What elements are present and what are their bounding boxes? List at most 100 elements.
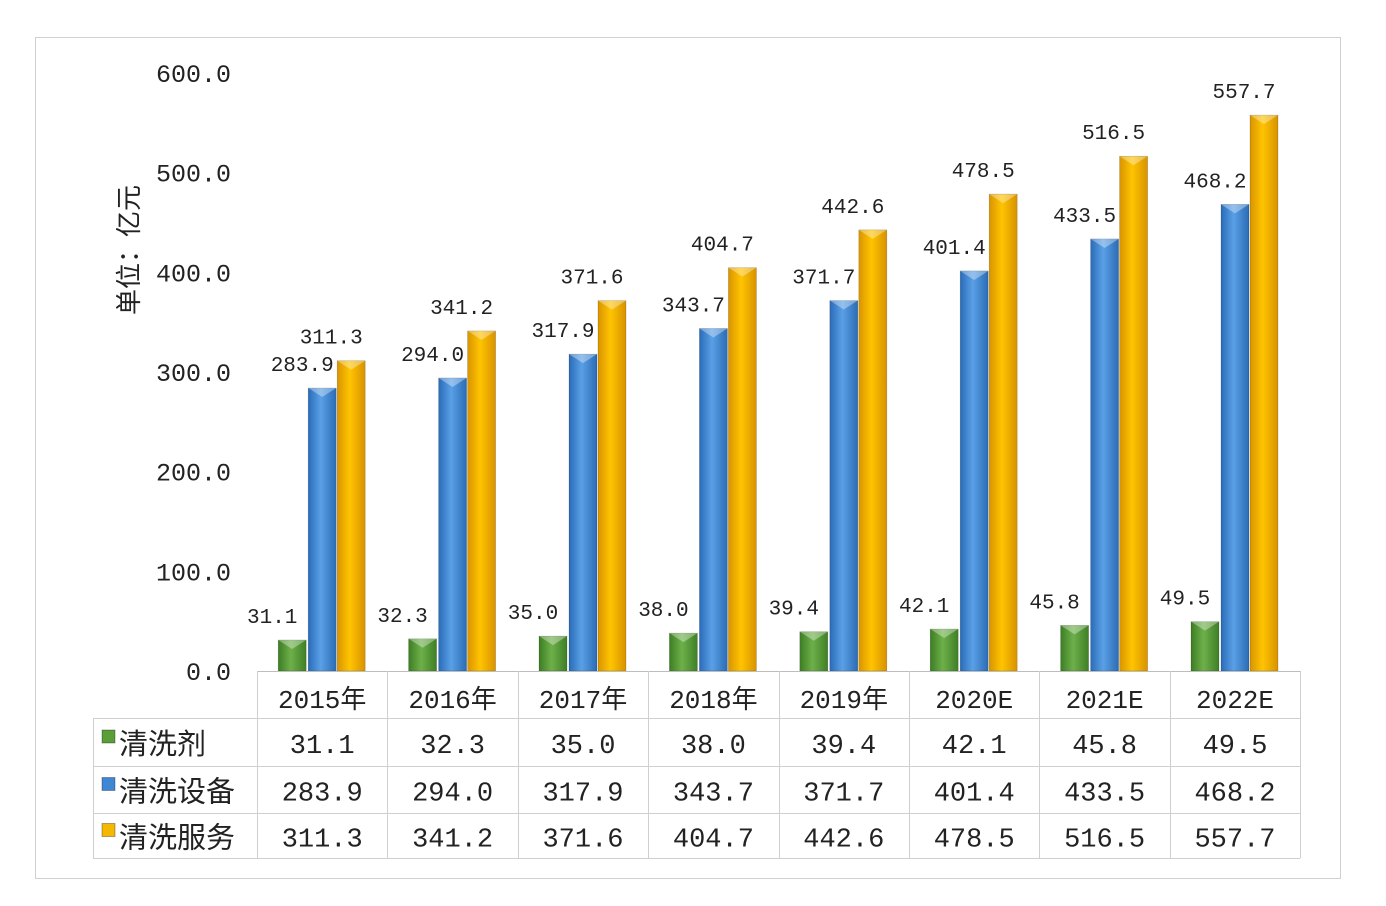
bar (568, 353, 598, 672)
table-cell: 341.2 (412, 826, 493, 856)
bar (1090, 238, 1119, 672)
table-cell: 311.3 (282, 826, 363, 856)
table-cell: 401.4 (934, 780, 1015, 810)
bar (467, 330, 496, 672)
legend-label: 清洗设备 (119, 776, 235, 811)
bar (1060, 625, 1089, 672)
table-cell: 45.8 (1072, 732, 1137, 762)
table-cell: 38.0 (681, 732, 746, 762)
bar-cap (1191, 621, 1219, 631)
bar (277, 639, 307, 672)
x-tick-label: 2020E (935, 686, 1013, 716)
legend-label: 清洗剂 (119, 728, 206, 763)
data-label: 442.6 (821, 197, 884, 220)
data-label: 343.7 (662, 295, 725, 318)
bar-cap (539, 636, 567, 646)
bar-cap (337, 360, 366, 370)
bar-cap (728, 267, 757, 277)
legend-swatch (101, 729, 116, 744)
table-cell: 317.9 (542, 780, 623, 810)
y-tick-label: 100.0 (156, 559, 231, 588)
bar (438, 377, 467, 672)
table-cell: 49.5 (1203, 732, 1268, 762)
bar-cap (1119, 156, 1148, 166)
data-label: 49.5 (1160, 589, 1210, 612)
y-tick-label: 500.0 (156, 161, 231, 190)
data-label: 31.1 (247, 607, 297, 630)
x-tick-label: 2018年 (669, 685, 757, 716)
y-axis-label: 单位：亿元 (115, 185, 145, 315)
bar (988, 193, 1018, 672)
y-tick-label: 0.0 (186, 659, 231, 688)
table-cell: 32.3 (420, 732, 485, 762)
x-tick-label: 2017年 (539, 685, 627, 716)
bar-cap (569, 354, 597, 364)
data-label: 317.9 (531, 321, 594, 344)
y-tick-label: 400.0 (156, 260, 231, 289)
bar-cap (1090, 238, 1119, 248)
bar-cap (829, 300, 858, 310)
bar-cap (308, 388, 337, 398)
bar (1190, 621, 1220, 672)
data-label: 433.5 (1053, 206, 1116, 229)
data-label: 371.7 (792, 268, 855, 291)
data-label: 38.0 (638, 600, 688, 623)
bar (929, 628, 959, 672)
bar-cap (278, 640, 307, 650)
data-label: 32.3 (377, 606, 427, 629)
table-cell: 478.5 (934, 826, 1015, 856)
table-cell: 343.7 (673, 780, 754, 810)
bars: 31.1 32.3 35.0 38.0 39.4 42.1 45.8 49.5 283.9 294… (247, 82, 1279, 672)
data-label: 478.5 (952, 161, 1015, 184)
table-cell: 35.0 (551, 732, 616, 762)
bar-cap (1250, 115, 1278, 125)
data-label: 311.3 (300, 328, 363, 351)
data-label: 516.5 (1082, 123, 1145, 146)
table-cell: 39.4 (811, 732, 876, 762)
bar (1220, 204, 1250, 672)
bar-cap (799, 631, 828, 641)
data-label: 468.2 (1183, 171, 1246, 194)
bar-cap (1060, 625, 1089, 635)
data-label: 294.0 (401, 345, 464, 368)
bar (829, 300, 859, 672)
bar (1119, 155, 1148, 672)
table-cell: 433.5 (1064, 780, 1145, 810)
data-label: 404.7 (691, 235, 754, 258)
bar (858, 229, 888, 672)
bar-cap (1221, 204, 1249, 214)
bar (538, 635, 568, 672)
table-cell: 442.6 (803, 826, 884, 856)
data-label: 371.6 (560, 268, 623, 291)
table-cell: 371.6 (542, 826, 623, 856)
data-label: 401.4 (923, 238, 986, 261)
x-tick-label: 2019年 (800, 685, 888, 716)
table-cell: 42.1 (942, 732, 1007, 762)
bar-cap (858, 229, 887, 239)
data-label: 45.8 (1029, 592, 1079, 615)
bar (959, 270, 989, 672)
legend-swatch (101, 823, 116, 837)
table-cell: 557.7 (1194, 826, 1275, 856)
y-tick-label: 600.0 (156, 61, 231, 90)
bar-cap (408, 638, 437, 648)
bar-cap (669, 633, 698, 643)
table-cell: 31.1 (290, 732, 355, 762)
legend-label: 清洗服务 (119, 822, 235, 857)
data-label: 39.4 (769, 599, 819, 622)
x-tick-label: 2022E (1196, 686, 1274, 716)
bar-cap (699, 328, 728, 338)
data-label: 283.9 (271, 355, 334, 378)
bar (336, 360, 366, 672)
data-label: 42.1 (899, 596, 949, 619)
table-cell: 283.9 (282, 780, 363, 810)
bar-cap (930, 629, 959, 639)
table-cell: 404.7 (673, 826, 754, 856)
data-label: 341.2 (430, 298, 493, 321)
x-tick-label: 2016年 (408, 685, 496, 716)
bar (597, 300, 627, 672)
y-tick-label: 200.0 (156, 460, 231, 489)
table-cell: 294.0 (412, 780, 493, 810)
legend-swatch (101, 777, 116, 791)
